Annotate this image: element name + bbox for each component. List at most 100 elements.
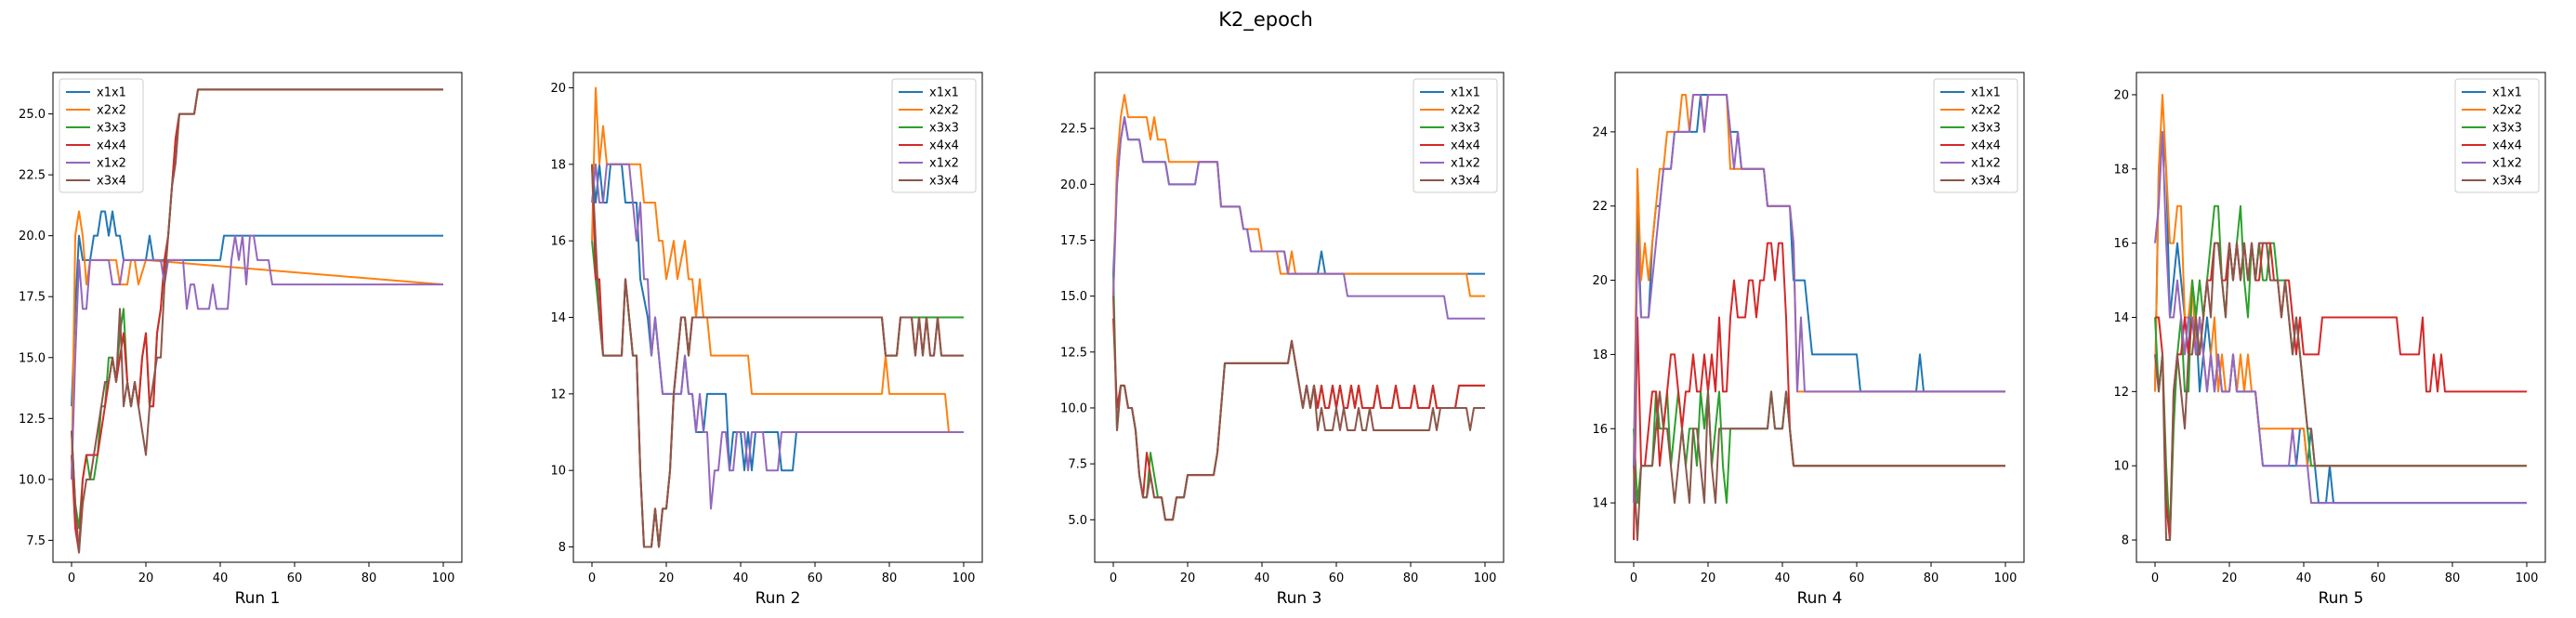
legend-label-x1x1: x1x1: [1971, 86, 2001, 100]
y-tick-label: 20.0: [1060, 178, 1087, 192]
legend-label-x3x3: x3x3: [1451, 122, 1480, 136]
legend-label-x4x4: x4x4: [97, 139, 126, 153]
legend-label-x3x3: x3x3: [97, 122, 126, 136]
x-tick-label: 0: [1110, 572, 1117, 585]
series-line-x1x2: [1633, 93, 2005, 504]
x-tick-label: 100: [1474, 572, 1497, 585]
legend-box: [59, 78, 144, 193]
legend-label-x3x4: x3x4: [929, 175, 959, 189]
legend-label-x1x1: x1x1: [929, 86, 959, 100]
legend-label-x3x4: x3x4: [1971, 175, 2001, 189]
x-tick-label: 80: [1403, 572, 1419, 585]
x-tick-label: 100: [2516, 572, 2539, 585]
x-tick-label: 80: [882, 572, 898, 585]
axes-frame: [52, 72, 463, 563]
y-tick-label: 16: [550, 235, 566, 249]
series-line-x2x2: [71, 210, 444, 480]
series-line-x4x4: [1112, 318, 1485, 521]
legend-label-x3x3: x3x3: [2492, 122, 2522, 136]
y-tick-label: 14: [1592, 497, 1608, 511]
chart-panel-2: 0 20 40 60 80 100 8 10 12 14 16 18 20 Run 2 x1x1 x2x2 x3…: [550, 72, 983, 608]
x-tick-label: 60: [2371, 572, 2386, 585]
legend-label-x1x2: x1x2: [1971, 157, 2001, 171]
legend-label-x1x1: x1x1: [1451, 86, 1480, 100]
x-tick-label: 60: [808, 572, 823, 585]
x-tick-label: 60: [287, 572, 303, 585]
y-tick-label: 12.5: [1060, 346, 1087, 360]
legend-label-x4x4: x4x4: [929, 139, 959, 153]
x-tick-label: 100: [432, 572, 455, 585]
y-tick-label: 20: [2113, 88, 2129, 102]
y-tick-label: 10: [2113, 460, 2129, 474]
y-tick-label: 20: [550, 82, 566, 96]
legend: x1x1 x2x2 x3x3 x4x4 x1x2 x3x4: [891, 78, 977, 193]
legend-label-x1x2: x1x2: [97, 157, 126, 171]
x-tick-label: 40: [733, 572, 749, 585]
series-line-x4x4: [2155, 242, 2527, 542]
y-tick-label: 20: [1592, 274, 1608, 288]
y-tick-label: 18: [550, 158, 566, 172]
x-tick-label: 0: [1630, 572, 1637, 585]
series-line-x3x4: [591, 164, 964, 548]
series-line-x1x2: [2154, 130, 2527, 505]
y-tick-label: 14: [550, 311, 566, 325]
chart-panel-1: 0 20 40 60 80 100 7.5 10.0 12.5 15.0 17.5 20.0 22.5 2…: [19, 72, 463, 608]
series-line-x3x3: [1112, 273, 1485, 521]
x-tick-label: 20: [659, 572, 675, 585]
x-tick-label: 60: [1329, 572, 1345, 585]
y-tick-label: 16: [1592, 423, 1608, 437]
legend-label-x2x2: x2x2: [1971, 104, 2001, 118]
y-tick-label: 22.5: [1060, 123, 1087, 137]
series-line-x1x2: [1112, 116, 1485, 320]
series-line-x3x4: [2154, 242, 2527, 542]
legend-label-x2x2: x2x2: [97, 104, 126, 118]
series-line-x1x2: [71, 234, 443, 480]
y-tick-label: 17.5: [19, 291, 46, 305]
legend: x1x1 x2x2 x3x3 x4x4 x1x2 x3x4: [1413, 78, 1498, 193]
x-tick-label: 0: [2151, 572, 2159, 585]
panels: 0 20 40 60 80 1007.510.012.515.017.520.022.52…: [19, 72, 2546, 608]
series-line-x1x2: [591, 163, 964, 510]
y-tick-label: 12: [2113, 386, 2129, 400]
legend-box: [891, 78, 977, 193]
y-tick-label: 17.5: [1060, 234, 1087, 248]
x-axis-label: Run 3: [1277, 589, 1322, 608]
series-line-x2x2: [2154, 93, 2527, 467]
x-tick-label: 20: [1701, 572, 1716, 585]
x-tick-label: 20: [1180, 572, 1196, 585]
x-tick-label: 80: [1924, 572, 1939, 585]
y-tick-label: 18: [1592, 348, 1608, 362]
y-tick-label: 8: [559, 541, 566, 555]
legend-label-x4x4: x4x4: [1971, 139, 2001, 153]
y-tick-label: 14: [2113, 311, 2129, 325]
x-tick-label: 40: [1775, 572, 1791, 585]
legend-label-x1x2: x1x2: [929, 157, 959, 171]
legend: x1x1 x2x2 x3x3 x4x4 x1x2 x3x4: [1933, 78, 2018, 193]
legend-label-x3x4: x3x4: [97, 175, 126, 189]
legend: x1x1 x2x2 x3x3 x4x4 x1x2 x3x4: [2454, 78, 2540, 193]
series-line-x3x4: [1633, 390, 2005, 542]
legend-box: [1413, 78, 1498, 193]
x-tick-label: 100: [1994, 572, 2017, 585]
y-tick-label: 25.0: [19, 108, 46, 122]
series-line-x3x3: [2154, 204, 2527, 542]
y-tick-label: 24: [1592, 125, 1608, 139]
legend-label-x2x2: x2x2: [2492, 104, 2522, 118]
y-tick-label: 16: [2113, 237, 2129, 251]
y-tick-label: 18: [2113, 163, 2129, 177]
x-axis-label: Run 2: [756, 589, 801, 608]
legend-label-x1x2: x1x2: [1451, 157, 1480, 171]
legend-label-x1x1: x1x1: [97, 86, 126, 100]
y-tick-label: 15.0: [19, 351, 46, 365]
x-tick-label: 40: [2296, 572, 2312, 585]
x-tick-label: 20: [138, 572, 154, 585]
y-tick-label: 22.5: [19, 169, 46, 183]
x-tick-label: 0: [68, 572, 75, 585]
legend-label-x4x4: x4x4: [2492, 139, 2522, 153]
y-tick-label: 20.0: [19, 230, 46, 243]
axes-frame: [1614, 72, 2025, 563]
legend: x1x1 x2x2 x3x3 x4x4 x1x2 x3x4: [59, 78, 144, 193]
axes-frame: [1094, 72, 1505, 563]
legend-label-x3x3: x3x3: [1971, 122, 2001, 136]
